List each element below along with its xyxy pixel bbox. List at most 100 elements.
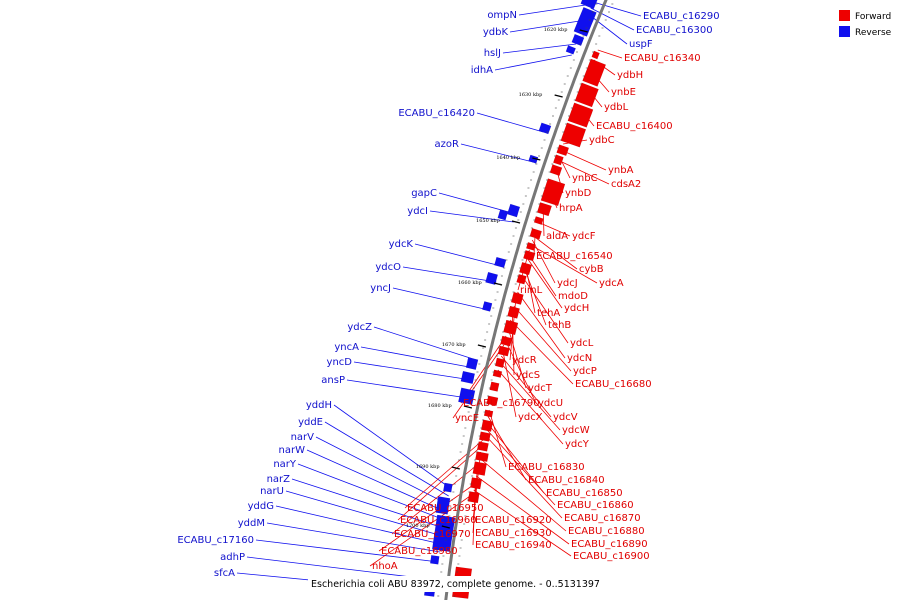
forward-gene-block (510, 291, 524, 305)
forward-gene-label: mdoD (558, 291, 588, 302)
reverse-gene-block (580, 0, 598, 10)
label-connector (521, 275, 569, 344)
forward-gene-label: ynbD (565, 188, 592, 199)
reverse-gene-block (431, 514, 456, 552)
forward-gene-label: ydbH (617, 70, 643, 81)
forward-gene-label: ECABU_c16920 (475, 515, 552, 526)
forward-gene-block (540, 178, 566, 207)
forward-gene-label: ECABU_c16900 (573, 551, 650, 562)
label-connector (517, 291, 566, 359)
reverse-gene-label: ECABU_c16420 (398, 108, 475, 119)
reverse-gene-label: narY (273, 459, 297, 470)
forward-gene-block (480, 419, 494, 432)
forward-gene-block (536, 202, 552, 217)
reverse-gene-label: ECABU_c17160 (177, 535, 254, 546)
label-connector (475, 475, 570, 545)
label-connector (486, 421, 545, 494)
gene-labels: ompN ydbK hslJ idhA ECABU_c16290 ECABU_c16300… (177, 10, 719, 579)
label-connector (537, 221, 571, 237)
legend-forward-label: Forward (855, 12, 891, 22)
forward-gene-block (503, 319, 519, 336)
scale-tick-label: 1690 kbp (416, 464, 440, 470)
label-connector (476, 112, 544, 133)
scale-tick (441, 525, 450, 529)
label-connector (392, 287, 489, 311)
label-connector (324, 421, 449, 497)
scale-tick (579, 29, 588, 33)
forward-gene-label: ECABU_c16540 (536, 251, 613, 262)
label-connector (590, 7, 635, 31)
reverse-gene-label: sfcA (214, 568, 235, 579)
legend: Forward Reverse (839, 10, 892, 38)
reverse-gene-block (528, 154, 539, 164)
forward-gene-label: ydcY (565, 439, 590, 450)
forward-gene-label: ECABU_c16890 (571, 539, 648, 550)
forward-gene-block (582, 58, 607, 87)
forward-gene-block (533, 216, 544, 225)
scale-tick (511, 220, 521, 224)
forward-gene-block (472, 461, 487, 476)
forward-gene-label: ydcJ (557, 278, 578, 289)
forward-gene-label: cdsA2 (611, 179, 641, 190)
reverse-gene-label: yncJ (370, 283, 391, 294)
forward-gene-label: ECABU_c16880 (568, 526, 645, 537)
reverse-gene-block (443, 482, 453, 493)
genome-caption: Escherichia coli ABU 83972, complete gen… (311, 579, 600, 590)
forward-gene-block (525, 242, 536, 251)
label-connector (560, 149, 607, 171)
forward-gene-block (553, 154, 564, 166)
label-connector (500, 355, 552, 418)
forward-gene-block (467, 491, 480, 504)
forward-gene-label: ECABU_c16850 (546, 488, 623, 499)
forward-gene-label: ECABU_c16860 (557, 500, 634, 511)
forward-gene-block (523, 249, 536, 262)
label-connector (346, 379, 468, 399)
forward-gene-label: ECABU_c16950 (407, 503, 484, 514)
reverse-gene-block (429, 555, 440, 565)
scale-tick-label: 1650 kbp (476, 218, 500, 224)
forward-gene-block (478, 431, 491, 442)
forward-gene-label: nhoA (372, 561, 398, 572)
forward-gene-label: ECABU_c16930 (475, 528, 552, 539)
reverse-gene-label: yddM (238, 518, 265, 529)
label-connector (530, 244, 598, 284)
reverse-gene-label: yncA (334, 342, 359, 353)
forward-gene-label: ynbC (572, 173, 598, 184)
legend-reverse-label: Reverse (855, 28, 892, 38)
forward-gene-label: ydcH (564, 303, 589, 314)
label-connector (527, 253, 557, 297)
reverse-gene-label: narV (291, 432, 315, 443)
reverse-gene-label: adhP (220, 552, 245, 563)
forward-gene-label: ydcF (572, 231, 596, 242)
reverse-gene-label: ydcZ (347, 322, 372, 333)
label-connector (523, 267, 547, 326)
label-connector (460, 143, 534, 163)
label-connector (378, 483, 475, 552)
label-connector (315, 436, 448, 505)
label-connector (499, 361, 561, 431)
forward-gene-label: ECABU_c16840 (528, 475, 605, 486)
forward-gene-label: ECABU_c16340 (624, 53, 701, 64)
reverse-gene-label: yddG (248, 501, 274, 512)
forward-gene-block (519, 261, 533, 276)
scale-tick (554, 94, 563, 98)
reverse-gene-label: uspF (629, 39, 653, 50)
forward-gene-label: ydcR (512, 355, 537, 366)
forward-gene-label: ECABU_c16960 (400, 515, 477, 526)
scale-tick-label: 1620 kbp (544, 27, 568, 33)
scale-tick-label: 1630 kbp (519, 92, 543, 98)
forward-gene-label: ydcA (599, 278, 624, 289)
label-connector (487, 415, 527, 481)
legend-reverse-swatch (839, 26, 850, 37)
reverse-gene-block (458, 387, 476, 405)
forward-gene-label: cybB (579, 264, 604, 275)
label-connector (452, 344, 505, 419)
reverse-gene-block (460, 370, 476, 385)
label-connector (526, 257, 563, 309)
forward-gene-label: ynbE (611, 87, 636, 98)
scale-tick (463, 405, 473, 409)
reverse-gene-label: gapC (411, 188, 437, 199)
reverse-gene-label: ydcK (389, 239, 414, 250)
forward-gene-label: ydcW (562, 425, 590, 436)
